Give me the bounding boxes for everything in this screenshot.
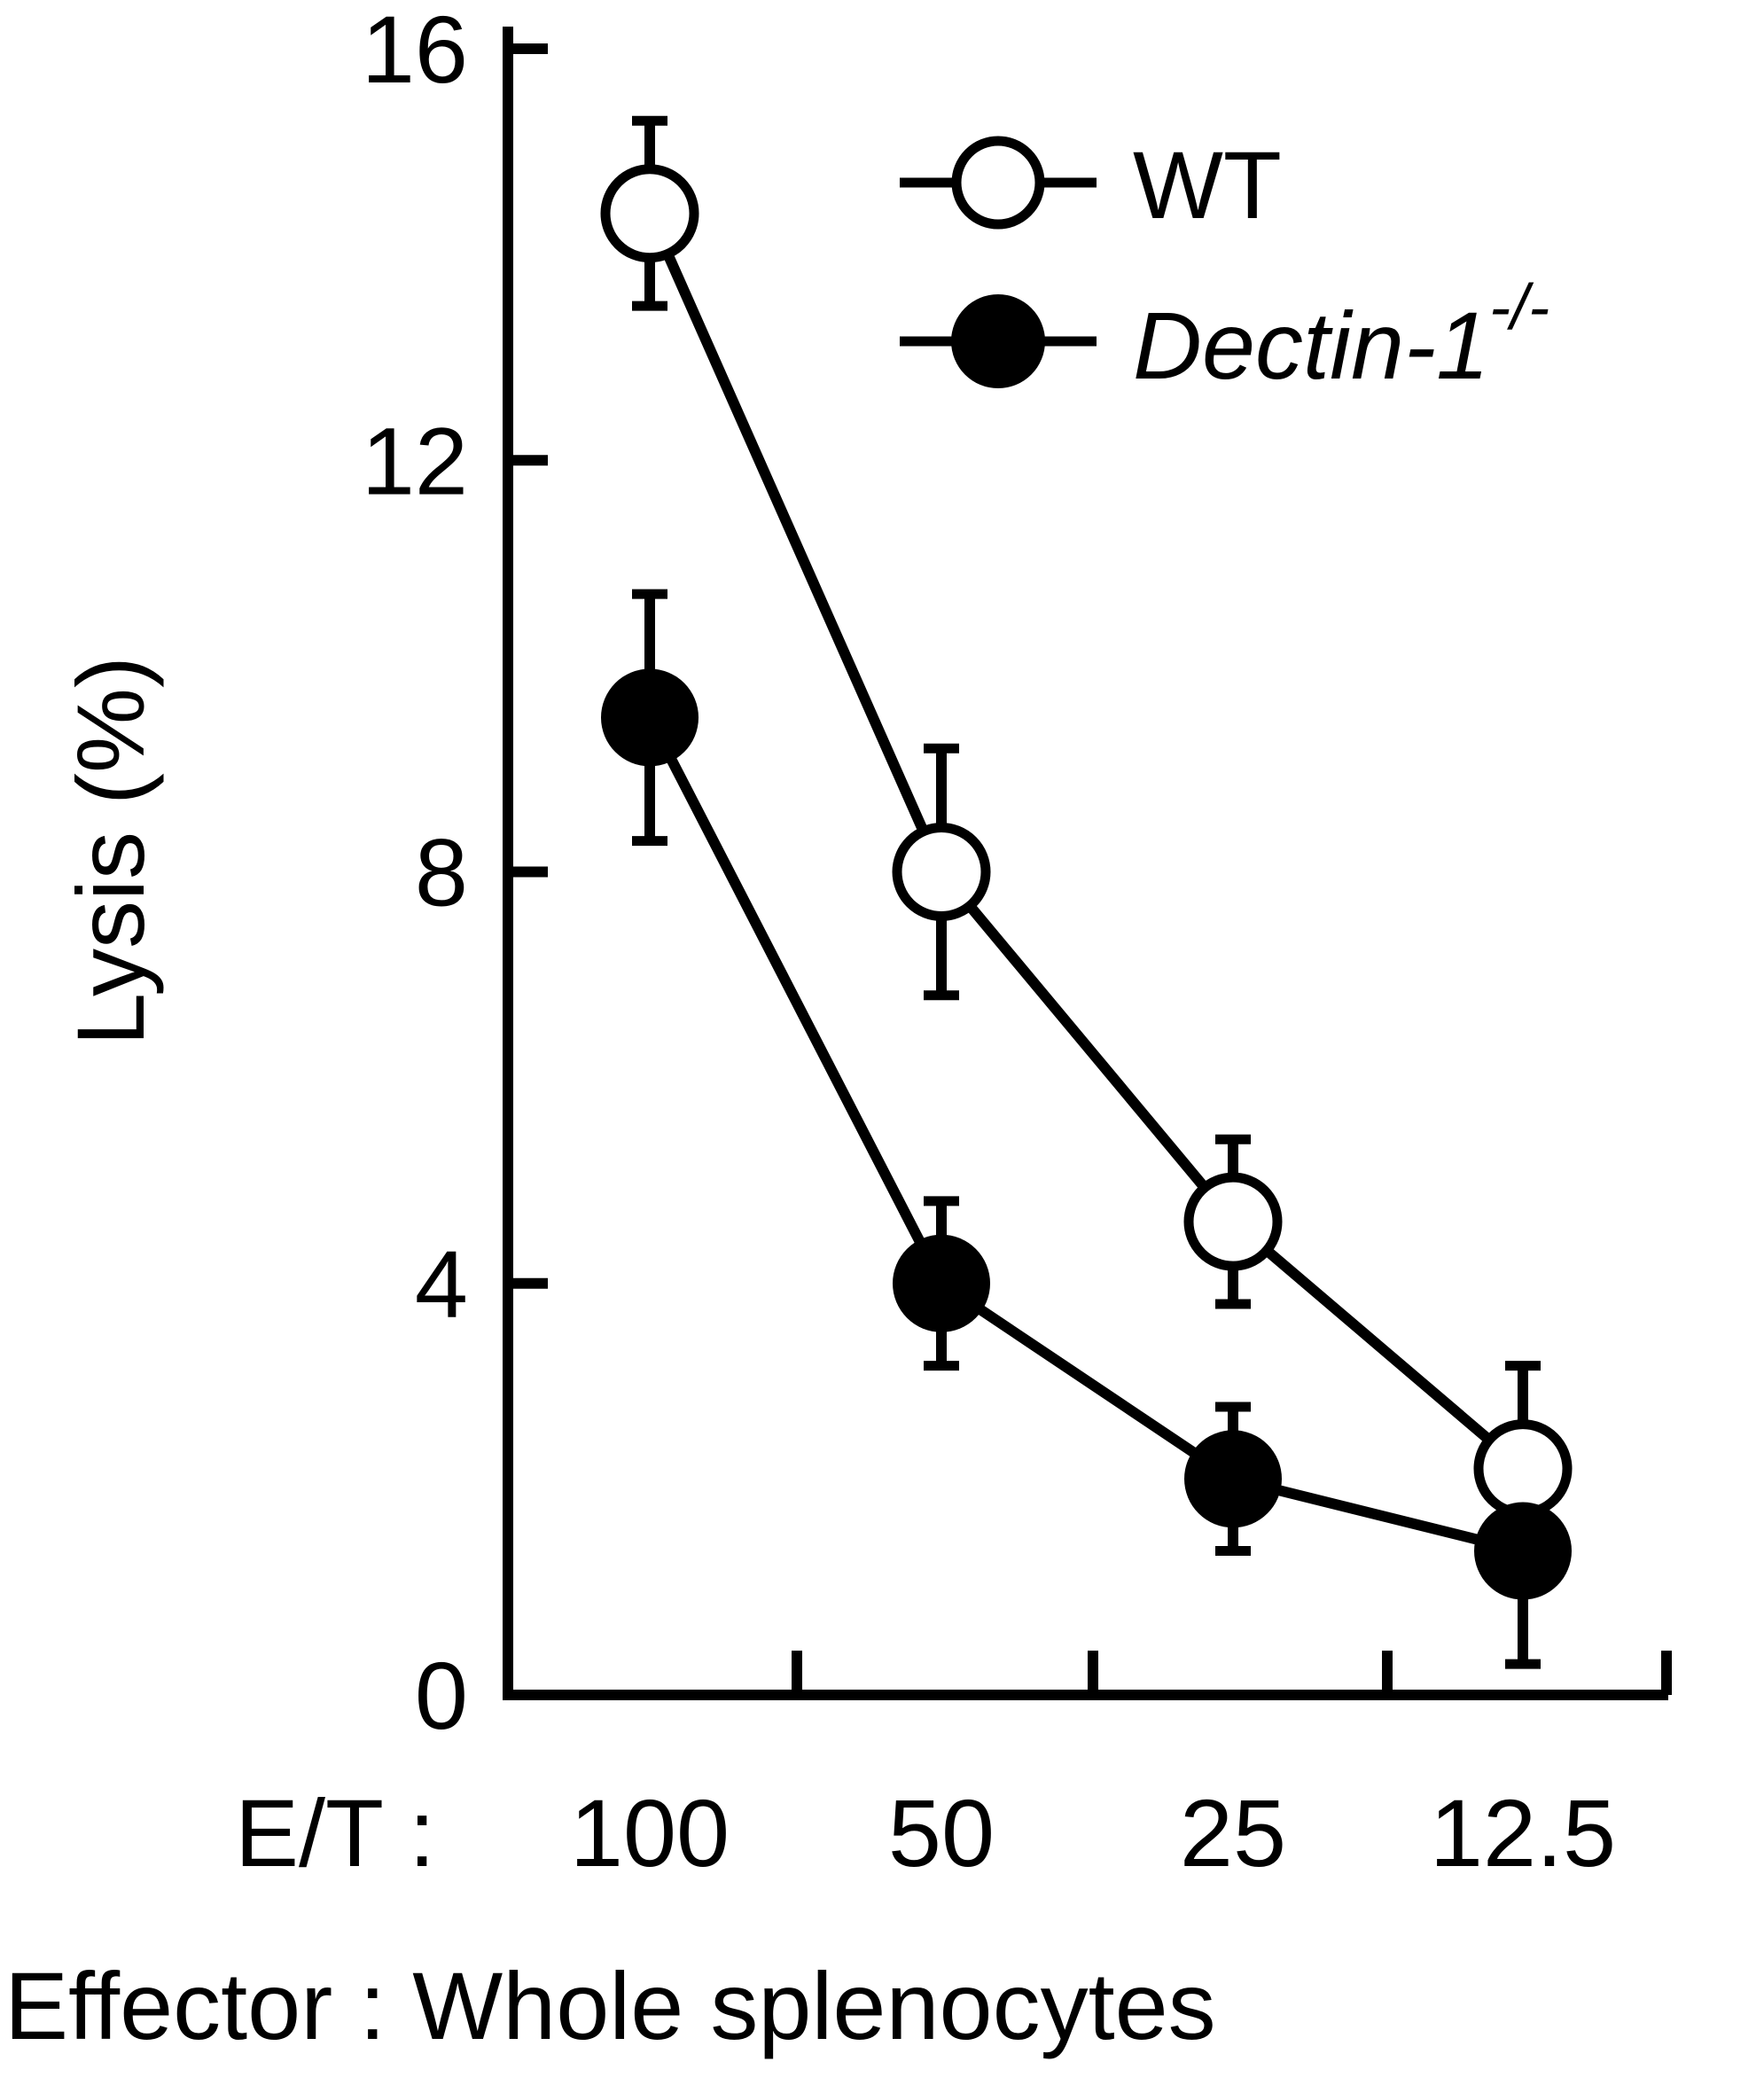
point-wt (1183, 1172, 1283, 1271)
point-wt (892, 823, 991, 921)
legend-dectin-marker (951, 294, 1045, 388)
point-wt (1473, 1419, 1573, 1519)
legend-wt-label: WT (1133, 131, 1282, 238)
x-category-label: 100 (570, 1779, 730, 1886)
y-axis-title: Lysis (%) (57, 656, 164, 1046)
point-dectin (601, 668, 699, 767)
legend-dectin-superscript: -/- (1489, 272, 1549, 343)
series-line-wt (644, 211, 1526, 1473)
x-category-label: 25 (1180, 1779, 1286, 1886)
legend-wt-marker (951, 136, 1045, 230)
y-tick-label: 12 (362, 407, 468, 514)
y-tick-label: 4 (415, 1230, 468, 1338)
point-dectin (1184, 1430, 1282, 1528)
x-axis-prefix: E/T : (235, 1779, 435, 1886)
point-wt (600, 164, 699, 263)
legend-dectin-label: Dectin-1-/- (1133, 272, 1549, 399)
effector-caption: Effector : Whole splenocytes (4, 1952, 1216, 2059)
legend-dectin-name: Dectin-1 (1133, 292, 1489, 399)
point-dectin (1474, 1502, 1572, 1600)
point-dectin (893, 1234, 990, 1332)
y-tick-label: 8 (415, 819, 468, 926)
y-tick-label: 16 (362, 0, 468, 103)
legend: WT Dectin-1-/- (900, 131, 1549, 399)
y-tick-group: 0 4 8 12 16 (362, 0, 548, 1749)
x-tick-group (792, 1651, 1672, 1695)
x-category-label: 12.5 (1430, 1779, 1616, 1886)
x-category-label: 50 (888, 1779, 995, 1886)
y-tick-label: 0 (415, 1642, 468, 1749)
series-group (600, 115, 1573, 1669)
series-line-dectin (644, 715, 1525, 1557)
